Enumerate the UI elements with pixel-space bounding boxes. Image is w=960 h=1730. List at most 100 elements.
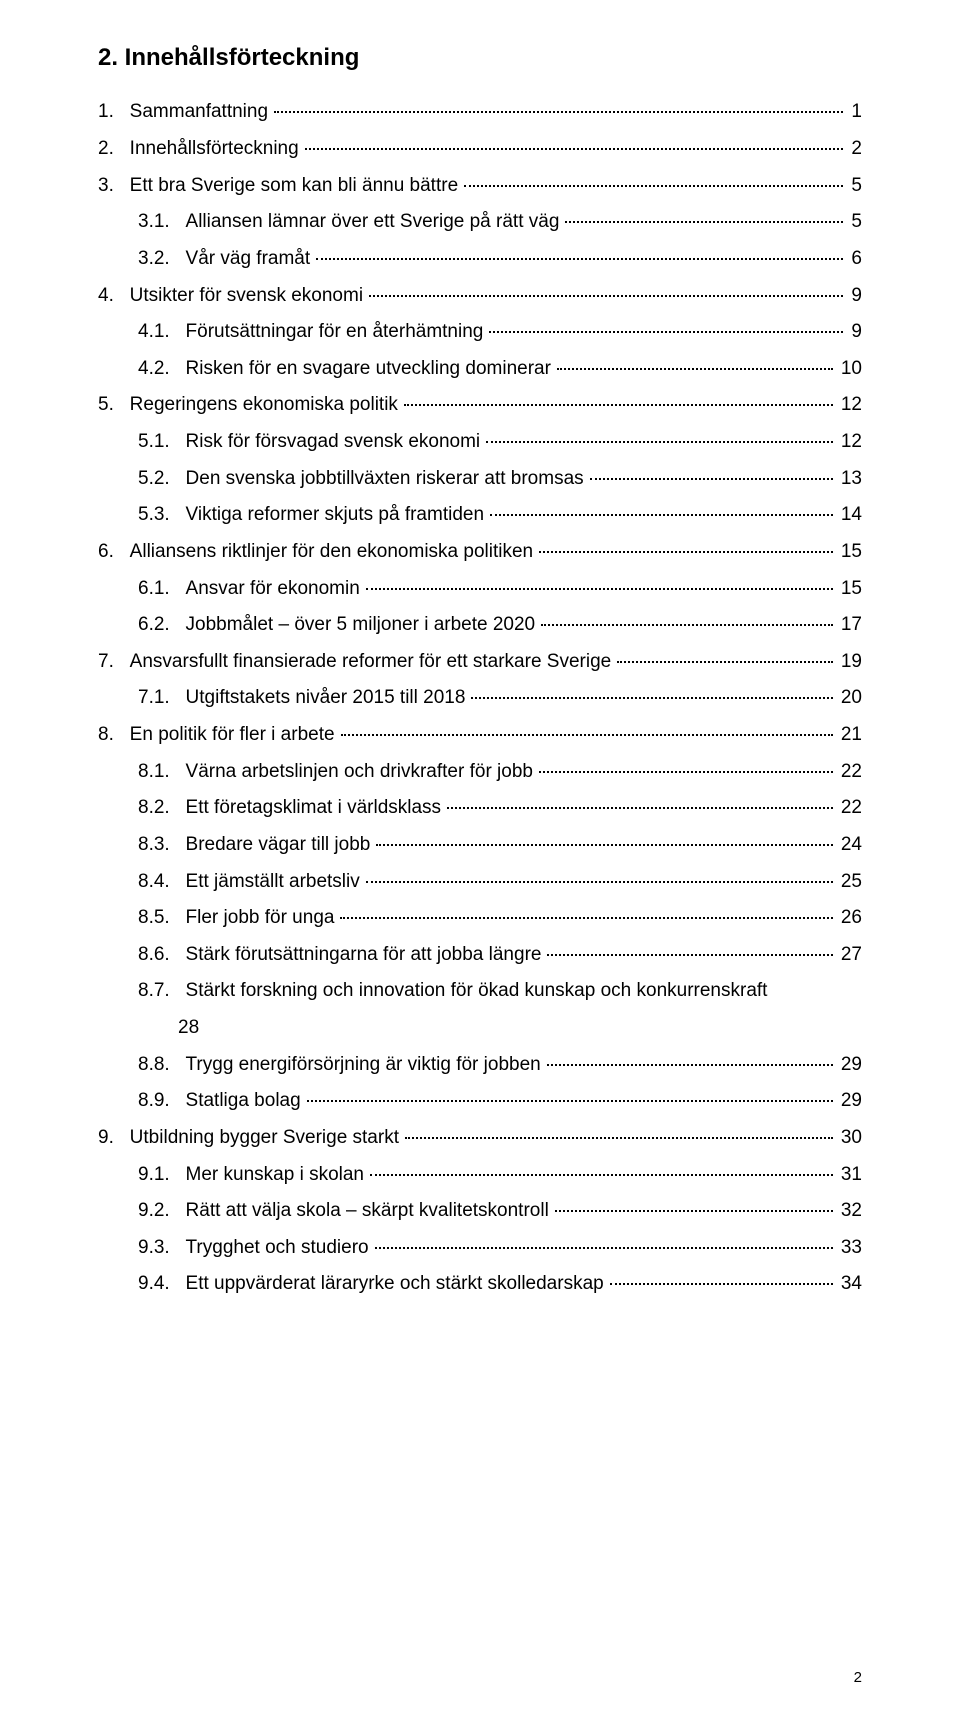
toc-leader-dots — [557, 368, 833, 370]
toc-label: 8.1. Värna arbetslinjen och drivkrafter … — [138, 761, 537, 783]
toc-leader-dots — [565, 221, 843, 223]
toc-label: 3. Ett bra Sverige som kan bli ännu bätt… — [98, 175, 462, 197]
toc-label: 8. En politik för fler i arbete — [98, 724, 339, 746]
toc-page-number: 34 — [835, 1273, 862, 1295]
toc-page-number: 12 — [835, 394, 862, 416]
toc-entry: 4.2. Risken för en svagare utveckling do… — [98, 350, 862, 387]
toc-leader-dots — [341, 734, 833, 736]
toc-leader-dots — [366, 881, 833, 883]
toc-label: 5.3. Viktiga reformer skjuts på framtide… — [138, 504, 488, 526]
toc-label: 8.3. Bredare vägar till jobb — [138, 834, 374, 856]
toc-label: 5. Regeringens ekonomiska politik — [98, 394, 402, 416]
toc-entry: 6.1. Ansvar för ekonomin15 — [98, 570, 862, 607]
toc-leader-dots — [610, 1283, 833, 1285]
toc-leader-dots — [447, 807, 833, 809]
toc-page-number: 5 — [845, 175, 862, 197]
toc-page-number: 24 — [835, 834, 862, 856]
toc-entry: 6. Alliansens riktlinjer för den ekonomi… — [98, 534, 862, 571]
toc-leader-dots — [307, 1100, 833, 1102]
page-number-footer: 2 — [854, 1669, 862, 1686]
toc-entry: 9.3. Trygghet och studiero 33 — [98, 1229, 862, 1266]
toc-leader-dots — [376, 844, 833, 846]
toc-leader-dots — [370, 1174, 833, 1176]
toc-page-number: 29 — [835, 1090, 862, 1112]
toc-page-number: 21 — [835, 724, 862, 746]
toc-page-number: 12 — [835, 431, 862, 453]
toc-leader-dots — [590, 478, 833, 480]
toc-leader-dots — [369, 295, 843, 297]
toc-page-number: 31 — [835, 1164, 862, 1186]
toc-leader-dots — [405, 1137, 833, 1139]
toc-entry: 8.1. Värna arbetslinjen och drivkrafter … — [98, 753, 862, 790]
toc-entry: 9.2. Rätt att välja skola – skärpt kvali… — [98, 1193, 862, 1230]
toc-page-number: 25 — [835, 871, 862, 893]
toc-leader-dots — [464, 185, 843, 187]
toc-entry: 6.2. Jobbmålet – över 5 miljoner i arbet… — [98, 607, 862, 644]
toc-label: 8.4. Ett jämställt arbetsliv — [138, 871, 364, 893]
toc-leader-dots — [375, 1247, 833, 1249]
toc-page-number: 26 — [835, 907, 862, 929]
toc-leader-dots — [316, 258, 843, 260]
toc-label: 9.3. Trygghet och studiero — [138, 1237, 373, 1259]
toc-page-number: 10 — [835, 358, 862, 380]
toc-leader-dots — [471, 697, 832, 699]
toc-entry: 7.1. Utgiftstakets nivåer 2015 till 2018… — [98, 680, 862, 717]
toc-entry: 3.2. Vår väg framåt6 — [98, 241, 862, 278]
toc-page-number: 29 — [835, 1054, 862, 1076]
toc-entry: 9. Utbildning bygger Sverige starkt30 — [98, 1120, 862, 1157]
toc-leader-dots — [539, 771, 833, 773]
toc-label: 9. Utbildning bygger Sverige starkt — [98, 1127, 403, 1149]
toc-label: 5.2. Den svenska jobbtillväxten riskerar… — [138, 468, 588, 490]
toc-label: 3.1. Alliansen lämnar över ett Sverige p… — [138, 211, 563, 233]
toc-leader-dots — [541, 624, 833, 626]
toc-label: 8.2. Ett företagsklimat i världsklass — [138, 797, 445, 819]
toc-page-number: 14 — [835, 504, 862, 526]
toc-leader-dots — [340, 917, 832, 919]
toc-entry: 8.8. Trygg energiförsörjning är viktig f… — [98, 1046, 862, 1083]
toc-page-number: 22 — [835, 797, 862, 819]
toc-leader-dots — [486, 441, 833, 443]
table-of-contents: 1. Sammanfattning12. Innehållsförtecknin… — [98, 94, 862, 1303]
toc-label: 9.4. Ett uppvärderat läraryrke och stärk… — [138, 1273, 608, 1295]
toc-page-number: 9 — [845, 321, 862, 343]
toc-leader-dots — [555, 1210, 833, 1212]
toc-page-number: 22 — [835, 761, 862, 783]
toc-entry: 4.1. Förutsättningar för en återhämtning… — [98, 314, 862, 351]
toc-page-number: 20 — [835, 687, 862, 709]
toc-page-number: 13 — [835, 468, 862, 490]
toc-leader-dots — [366, 588, 833, 590]
toc-entry: 7. Ansvarsfullt finansierade reformer fö… — [98, 643, 862, 680]
toc-leader-dots — [547, 1064, 833, 1066]
toc-entry: 5.2. Den svenska jobbtillväxten riskerar… — [98, 460, 862, 497]
toc-label: 8.8. Trygg energiförsörjning är viktig f… — [138, 1054, 545, 1076]
toc-entry: 8.9. Statliga bolag 29 — [98, 1083, 862, 1120]
toc-entry: 9.1. Mer kunskap i skolan31 — [98, 1156, 862, 1193]
toc-label: 8.7. Stärkt forskning och innovation för… — [138, 980, 771, 1002]
toc-entry: 2. Innehållsförteckning 2 — [98, 131, 862, 168]
toc-entry: 3. Ett bra Sverige som kan bli ännu bätt… — [98, 167, 862, 204]
toc-entry: 5. Regeringens ekonomiska politik 12 — [98, 387, 862, 424]
toc-leader-dots — [404, 404, 833, 406]
toc-leader-dots — [617, 661, 833, 663]
toc-label: 8.9. Statliga bolag — [138, 1090, 305, 1112]
toc-entry: 1. Sammanfattning1 — [98, 94, 862, 131]
toc-label: 4. Utsikter för svensk ekonomi — [98, 285, 367, 307]
toc-entry: 28 — [98, 1010, 862, 1047]
toc-label: 4.2. Risken för en svagare utveckling do… — [138, 358, 555, 380]
toc-page-number: 33 — [835, 1237, 862, 1259]
toc-entry: 8.2. Ett företagsklimat i världsklass 22 — [98, 790, 862, 827]
toc-page-number: 19 — [835, 651, 862, 673]
toc-page-number: 32 — [835, 1200, 862, 1222]
toc-entry: 8.3. Bredare vägar till jobb 24 — [98, 827, 862, 864]
toc-entry: 3.1. Alliansen lämnar över ett Sverige p… — [98, 204, 862, 241]
toc-leader-dots — [305, 148, 844, 150]
toc-page-number: 27 — [835, 944, 862, 966]
toc-label: 7.1. Utgiftstakets nivåer 2015 till 2018 — [138, 687, 469, 709]
toc-label: 7. Ansvarsfullt finansierade reformer fö… — [98, 651, 615, 673]
toc-label: 6.2. Jobbmålet – över 5 miljoner i arbet… — [138, 614, 539, 636]
toc-label: 2. Innehållsförteckning — [98, 138, 303, 160]
toc-leader-dots — [490, 514, 833, 516]
toc-page-number: 15 — [835, 578, 862, 600]
toc-page-number: 2 — [845, 138, 862, 160]
section-heading: 2. Innehållsförteckning — [98, 44, 862, 72]
